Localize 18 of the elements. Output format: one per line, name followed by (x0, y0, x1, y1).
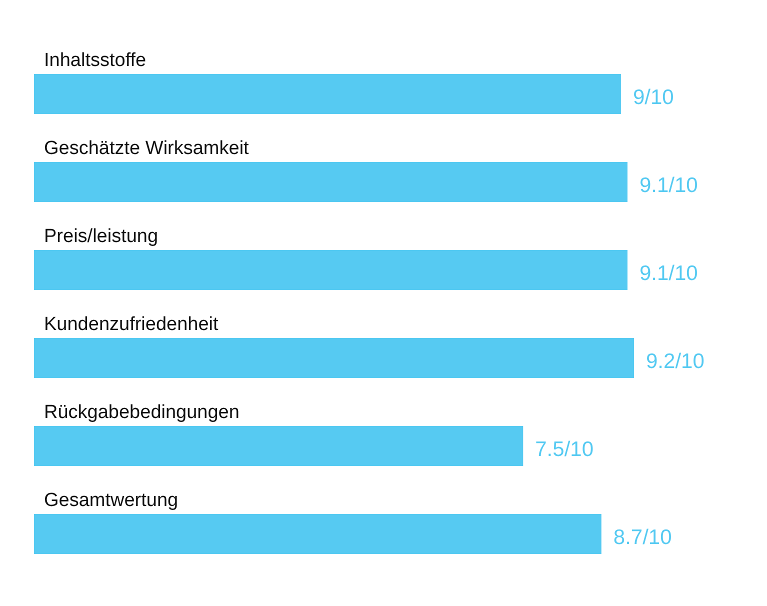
data-label: 9.1/10 (639, 262, 698, 285)
data-label: 7.5/10 (535, 438, 594, 461)
bar (34, 162, 628, 202)
bar (34, 338, 634, 378)
y-tick-label: Geschätzte Wirksamkeit (44, 138, 250, 159)
y-tick-label: Gesamtwertung (44, 490, 178, 511)
y-tick-label: Preis/leistung (44, 226, 158, 247)
y-tick-label: Inhaltsstoffe (44, 50, 146, 71)
data-label: 9/10 (632, 86, 674, 109)
y-tick-label: Kundenzufriedenheit (44, 314, 220, 335)
bar (34, 250, 628, 290)
data-label: 8.7/10 (613, 526, 672, 549)
bar (34, 74, 621, 114)
data-label: 9.2/10 (646, 350, 704, 373)
bar (34, 426, 524, 466)
y-tick-label: Rückgabebedingungen (44, 402, 240, 423)
data-label: 9.1/10 (639, 174, 698, 197)
bar (34, 514, 602, 554)
